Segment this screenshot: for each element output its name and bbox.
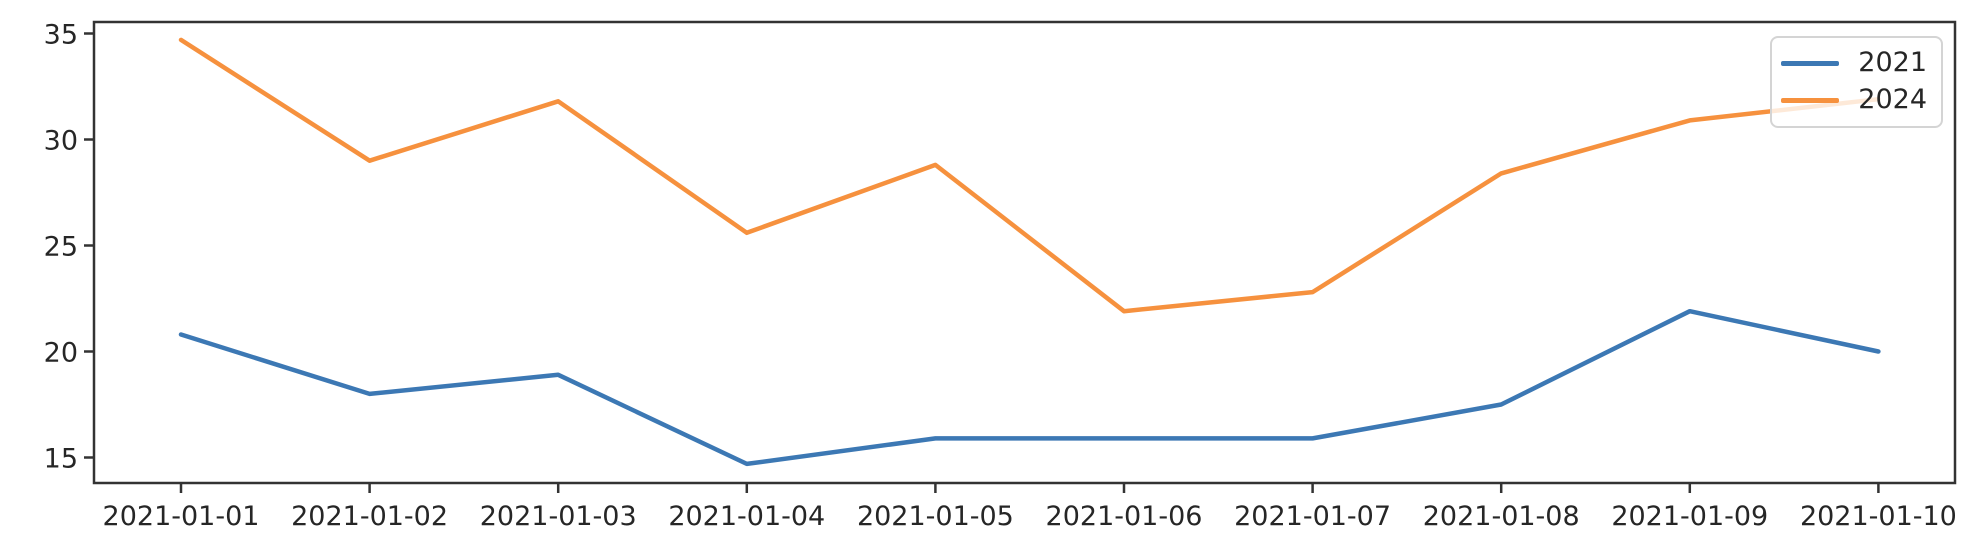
y-axis-tick-label: 20: [44, 338, 78, 369]
y-axis-tick-label: 15: [44, 444, 78, 475]
plot-area-border: [92, 20, 1957, 485]
x-axis-tick-label: 2021-01-05: [857, 501, 1014, 532]
legend: 2021 2024: [1770, 36, 1943, 128]
x-axis-tick-label: 2021-01-04: [668, 501, 825, 532]
x-axis-tick-label: 2021-01-07: [1234, 501, 1391, 532]
legend-label-2024: 2024: [1858, 84, 1927, 116]
x-axis-tick-label: 2021-01-02: [291, 501, 448, 532]
y-axis-tick-label: 35: [44, 20, 78, 51]
x-axis-tick-label: 2021-01-01: [103, 501, 260, 532]
series-line-2021: [178, 308, 1881, 467]
x-axis-tick-label: 2021-01-08: [1423, 501, 1580, 532]
x-axis-tick-label: 2021-01-10: [1800, 501, 1957, 532]
y-axis-tick-label: 30: [44, 126, 78, 157]
series-line-2024: [178, 37, 1881, 314]
y-axis-tick-label: 25: [44, 232, 78, 263]
x-axis-tick-label: 2021-01-03: [480, 501, 637, 532]
legend-item-2021: 2021: [1781, 47, 1927, 79]
legend-label-2021: 2021: [1858, 47, 1927, 79]
x-axis-tick-label: 2021-01-09: [1611, 501, 1768, 532]
legend-swatch-2021-line: [1781, 60, 1839, 66]
x-axis-tick-label: 2021-01-06: [1046, 501, 1203, 532]
legend-swatch-2024-line: [1781, 97, 1839, 103]
legend-item-2024: 2024: [1781, 84, 1927, 116]
